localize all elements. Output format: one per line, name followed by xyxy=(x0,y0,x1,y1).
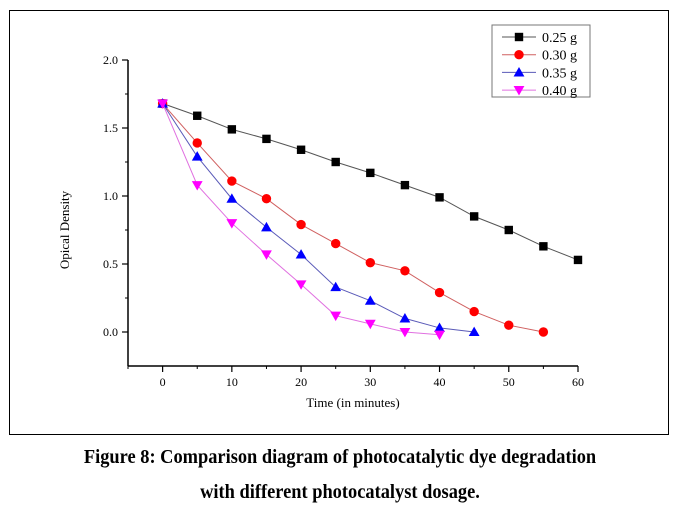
figure-frame xyxy=(9,10,669,435)
x-tick-label: 60 xyxy=(572,375,584,389)
data-point xyxy=(330,281,342,292)
data-point xyxy=(400,180,410,190)
data-point xyxy=(261,194,272,204)
data-point xyxy=(365,257,376,268)
legend-label: 0.25 g xyxy=(542,31,577,46)
figure-caption-line-1: Figure 8: Comparison diagram of photocat… xyxy=(83,446,597,468)
data-point xyxy=(262,134,271,144)
series-line xyxy=(162,103,544,333)
legend-item: 0.40 g xyxy=(502,84,577,99)
data-point xyxy=(400,266,410,276)
data-point xyxy=(434,287,445,298)
data-point xyxy=(468,326,480,337)
data-point xyxy=(296,145,306,154)
data-point xyxy=(399,327,411,338)
data-point xyxy=(191,151,203,161)
y-tick-label: 0.5 xyxy=(103,257,118,271)
axes: 0.0 0.5 1.0 1.5 2.0 0 10 20 30 40 50 60 xyxy=(103,53,584,389)
y-axis-label: Opical Density xyxy=(57,190,72,269)
data-point xyxy=(191,181,203,191)
series-line xyxy=(162,103,440,336)
data-point xyxy=(539,242,548,251)
x-tick-label: 10 xyxy=(226,375,238,389)
x-tick-label: 30 xyxy=(364,375,376,389)
series-line xyxy=(162,103,475,333)
figure-caption-line-2: with different photocatalyst dosage. xyxy=(200,481,480,503)
data-point xyxy=(296,219,306,230)
legend-item: 0.35 g xyxy=(502,66,577,81)
legend-marker xyxy=(513,67,525,77)
series-0-30-g xyxy=(157,98,549,337)
data-point xyxy=(331,157,340,167)
series-0-40-g xyxy=(157,99,445,341)
y-tick-label: 1.5 xyxy=(103,121,118,135)
data-point xyxy=(434,322,445,332)
data-point xyxy=(193,111,202,120)
x-tick-label: 20 xyxy=(295,375,307,389)
legend-item: 0.25 g xyxy=(502,31,577,46)
data-point xyxy=(399,313,411,323)
line-chart: 0.0 0.5 1.0 1.5 2.0 0 10 20 30 40 50 60 0.25 g 0.30 … xyxy=(57,24,591,410)
legend-marker xyxy=(514,50,524,60)
x-tick-label: 50 xyxy=(503,375,515,389)
data-point xyxy=(364,319,376,330)
data-point xyxy=(227,176,237,186)
data-point xyxy=(261,221,272,232)
series-layer xyxy=(157,98,583,341)
data-point xyxy=(157,99,169,109)
data-point xyxy=(261,250,272,260)
y-tick-label: 2.0 xyxy=(103,53,118,67)
data-point xyxy=(295,249,307,259)
legend-item: 0.30 g xyxy=(502,49,577,64)
data-point xyxy=(469,212,479,221)
x-tick-label: 40 xyxy=(434,375,446,389)
y-tick-label: 0.0 xyxy=(103,325,118,339)
data-point xyxy=(434,330,445,341)
data-point xyxy=(366,168,375,178)
data-point xyxy=(504,320,514,330)
data-point xyxy=(435,193,444,202)
legend-marker xyxy=(514,32,524,42)
data-point xyxy=(538,327,549,337)
data-point xyxy=(364,295,376,305)
data-point xyxy=(469,306,479,317)
data-point xyxy=(226,193,238,203)
data-point xyxy=(227,125,237,134)
series-line xyxy=(162,103,579,261)
legend-label: 0.30 g xyxy=(542,49,577,64)
legend-label: 0.40 g xyxy=(542,84,577,99)
data-point xyxy=(330,311,342,322)
data-point xyxy=(573,255,583,265)
y-tick-label: 1.0 xyxy=(103,189,118,203)
data-point xyxy=(192,138,202,148)
x-axis-label: Time (in minutes) xyxy=(306,395,399,410)
x-tick-label: 0 xyxy=(160,375,166,389)
data-point xyxy=(330,238,341,249)
legend: 0.25 g 0.30 g 0.35 g 0.40 g xyxy=(491,24,591,99)
data-point xyxy=(295,280,307,290)
data-point xyxy=(504,225,513,235)
series-0-25-g xyxy=(158,99,583,265)
legend-marker xyxy=(513,86,525,96)
data-point xyxy=(226,219,238,229)
legend-label: 0.35 g xyxy=(542,66,577,81)
